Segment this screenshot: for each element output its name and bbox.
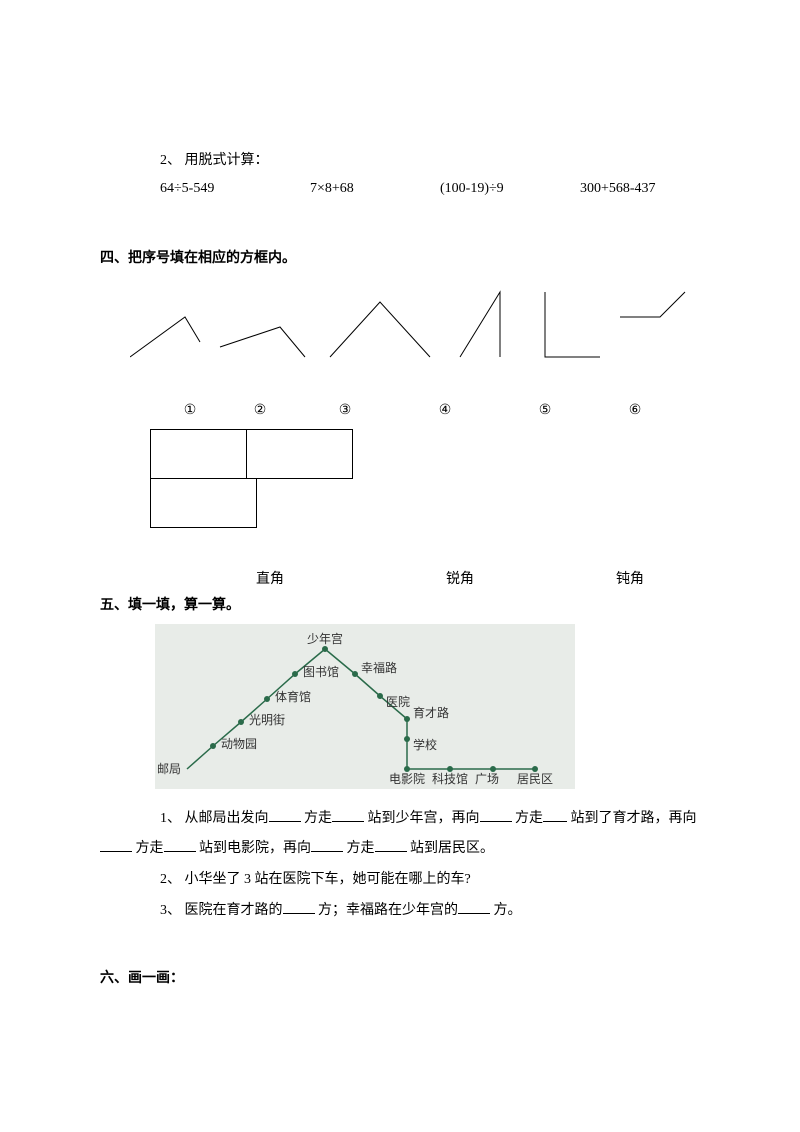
q5-1a: 1、 从邮局出发向 bbox=[160, 811, 269, 826]
svg-text:医院: 医院 bbox=[386, 695, 410, 709]
section-4-title: 四、把序号填在相应的方框内。 bbox=[100, 247, 700, 267]
blank[interactable] bbox=[375, 837, 407, 852]
answer-boxes bbox=[150, 429, 700, 528]
num-2: ② bbox=[220, 402, 300, 419]
num-1: ① bbox=[160, 402, 220, 419]
q5-2: 2、 小华坐了 3 站在医院下车，她可能在哪上的车? bbox=[160, 865, 700, 896]
q5-3c: 方。 bbox=[494, 903, 522, 918]
svg-text:广场: 广场 bbox=[475, 772, 499, 786]
section-6-title: 六、画一画： bbox=[100, 967, 700, 987]
cat-acute: 锐角 bbox=[360, 568, 560, 588]
num-3: ③ bbox=[300, 402, 390, 419]
blank[interactable] bbox=[458, 899, 490, 914]
blank[interactable] bbox=[164, 837, 196, 852]
route-map: 邮局 动物园 光明街 体育馆 图书馆 少年宫幸福路医院育才路学校电影院科技馆广场 居民区 bbox=[155, 624, 700, 794]
svg-text:科技馆: 科技馆 bbox=[432, 771, 468, 786]
shape-numbers: ① ② ③ ④ ⑤ ⑥ bbox=[160, 402, 700, 419]
answer-box-3[interactable] bbox=[150, 478, 257, 528]
q5-1d: 方走 bbox=[515, 811, 543, 826]
svg-text:光明街: 光明街 bbox=[249, 713, 285, 727]
expr-1: 64÷5-549 bbox=[160, 181, 310, 197]
blank[interactable] bbox=[269, 807, 301, 822]
angle-categories: 直角 锐角 钝角 bbox=[180, 568, 700, 588]
expr-4: 300+568-437 bbox=[580, 181, 656, 197]
num-6: ⑥ bbox=[590, 402, 680, 419]
num-5: ⑤ bbox=[500, 402, 590, 419]
svg-text:邮局: 邮局 bbox=[157, 762, 181, 776]
answer-box-1[interactable] bbox=[150, 429, 247, 479]
q5-1i: 站到居民区。 bbox=[410, 841, 494, 856]
svg-text:育才路: 育才路 bbox=[413, 705, 449, 720]
svg-text:图书馆: 图书馆 bbox=[303, 664, 339, 679]
svg-text:体育馆: 体育馆 bbox=[275, 689, 311, 704]
cat-right: 直角 bbox=[180, 568, 360, 588]
q5-3a: 3、 医院在育才路的 bbox=[160, 903, 283, 918]
q5-1e: 站到了育才路，再向 bbox=[571, 811, 697, 826]
angle-shapes bbox=[130, 287, 690, 367]
answer-box-2[interactable] bbox=[246, 429, 353, 479]
q5-1b: 方走 bbox=[304, 811, 332, 826]
blank[interactable] bbox=[543, 807, 567, 822]
q5-1c: 站到少年宫，再向 bbox=[368, 811, 480, 826]
svg-text:幸福路: 幸福路 bbox=[361, 660, 397, 675]
q5-1-line2: 方走 站到电影院，再向 方走 站到居民区。 bbox=[100, 834, 700, 865]
q5-1f: 方走 bbox=[136, 841, 164, 856]
expr-2: 7×8+68 bbox=[310, 181, 440, 197]
svg-text:动物园: 动物园 bbox=[221, 737, 257, 751]
section-5-title: 五、填一填，算一算。 bbox=[100, 594, 700, 614]
q2-label: 2、 用脱式计算： bbox=[160, 148, 700, 173]
q2-expressions: 64÷5-549 7×8+68 (100-19)÷9 300+568-437 bbox=[160, 181, 700, 197]
svg-text:电影院: 电影院 bbox=[389, 772, 425, 786]
expr-3: (100-19)÷9 bbox=[440, 181, 580, 197]
blank[interactable] bbox=[480, 807, 512, 822]
blank[interactable] bbox=[332, 807, 364, 822]
blank[interactable] bbox=[283, 899, 315, 914]
svg-text:居民区: 居民区 bbox=[517, 772, 553, 786]
q5-1h: 方走 bbox=[347, 841, 375, 856]
blank[interactable] bbox=[311, 837, 343, 852]
svg-text:少年宫: 少年宫 bbox=[307, 631, 343, 646]
q5-1g: 站到电影院，再向 bbox=[199, 841, 311, 856]
q5-1-line1: 1、 从邮局出发向 方走 站到少年宫，再向 方走 站到了育才路，再向 bbox=[160, 804, 700, 835]
q5-3b: 方；幸福路在少年宫的 bbox=[318, 903, 458, 918]
cat-obtuse: 钝角 bbox=[560, 568, 700, 588]
blank[interactable] bbox=[100, 837, 132, 852]
svg-text:学校: 学校 bbox=[413, 737, 437, 752]
q5-3: 3、 医院在育才路的 方；幸福路在少年宫的 方。 bbox=[160, 896, 700, 927]
num-4: ④ bbox=[390, 402, 500, 419]
